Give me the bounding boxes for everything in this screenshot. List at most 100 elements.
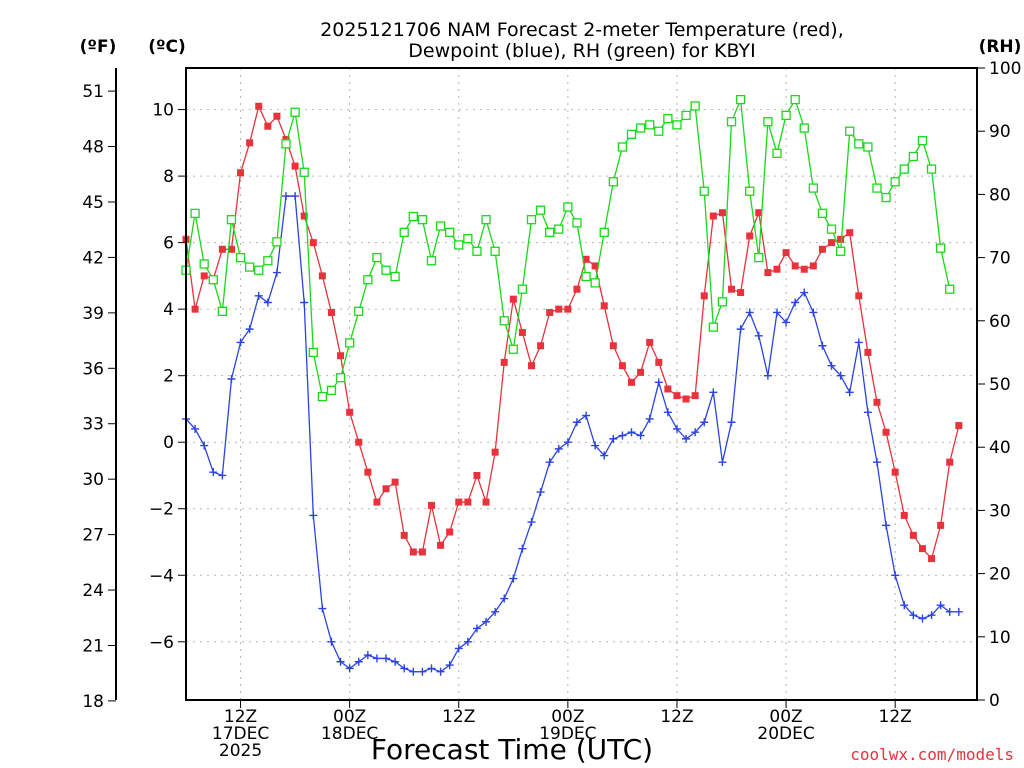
time-tick-label: 12Z [660,707,693,727]
gridlines [186,68,977,700]
data-point [945,607,954,616]
data-point [455,498,463,506]
data-point [218,471,227,480]
data-point [599,227,609,237]
data-point [855,292,863,300]
data-point [573,285,581,293]
data-point [645,120,655,130]
data-point [518,544,527,553]
data-point [345,338,355,348]
data-point [754,331,763,340]
data-point [227,245,235,253]
rh-tick-label: 10 [989,628,1011,648]
fahrenheit-tick-label: 39 [82,304,104,324]
data-point [763,371,772,380]
data-point [582,255,590,263]
data-point [945,284,955,294]
data-point [518,328,526,336]
data-point [363,275,373,285]
data-point [799,123,809,133]
data-point [346,408,354,416]
data-point [746,232,754,240]
rh-tick-label: 20 [989,565,1011,585]
data-point [208,275,218,285]
celsius-tick-label: −2 [149,500,174,520]
data-point [246,139,254,147]
data-point [581,271,591,282]
data-point [337,352,345,360]
data-point [445,227,455,237]
data-point [782,318,791,327]
data-point [417,215,428,225]
data-point [226,215,237,225]
data-point [609,342,617,350]
data-point [437,541,445,549]
data-point [809,262,817,270]
data-point [382,654,391,663]
celsius-tick-label: 0 [163,433,174,453]
data-point [627,428,636,437]
celsius-tick-label: 10 [152,101,174,121]
data-point [191,424,200,433]
data-point [763,117,773,127]
rh-tick-label: 40 [989,438,1011,458]
data-point [326,385,337,395]
data-point [590,278,600,288]
data-point [327,308,335,316]
data-point [563,438,572,447]
data-point [863,142,873,152]
time-tick-label: 12Z [879,707,912,727]
data-point [863,408,872,417]
data-point [828,239,836,247]
data-point [764,269,772,277]
data-point [891,571,900,580]
celsius-tick-label: −4 [149,566,174,586]
rh-tick-label: 60 [989,312,1011,332]
data-point [745,186,755,196]
data-point [264,122,272,130]
data-point [508,344,518,354]
data-point [245,325,254,334]
data-point [699,186,709,196]
data-point [254,291,263,300]
data-point [718,458,727,467]
data-point [354,306,364,316]
data-point [928,555,936,563]
data-point [845,126,855,136]
data-point [482,498,490,506]
data-point [745,308,754,317]
data-point [900,511,908,519]
data-point [554,444,563,453]
data-point [318,272,326,280]
fahrenheit-tick-label: 21 [82,636,104,656]
data-point [318,604,327,613]
data-point [399,227,409,237]
data-point [345,664,354,673]
fahrenheit-tick-label: 42 [82,248,104,268]
rh-tick-label: 90 [989,122,1011,142]
data-point [364,468,372,476]
data-point [273,112,281,120]
data-point [717,297,728,307]
time-tick-label: 00Z [769,707,802,727]
data-point [418,548,426,556]
data-point [436,667,445,676]
data-point [537,342,545,350]
data-point [491,607,500,616]
data-point [682,395,690,403]
data-point [463,637,472,646]
time-tick-label: 20DEC [757,724,814,744]
data-point [554,224,564,234]
series-line [185,97,951,398]
data-point [600,451,609,460]
data-point [818,245,826,253]
data-point [845,388,854,397]
data-point [635,123,646,133]
fahrenheit-tick-label: 33 [82,415,104,435]
data-point [909,531,917,539]
plot-frame [185,67,978,701]
data-point [309,239,317,247]
data-point [381,265,391,275]
data-point [836,371,845,380]
series-layer [181,94,963,676]
